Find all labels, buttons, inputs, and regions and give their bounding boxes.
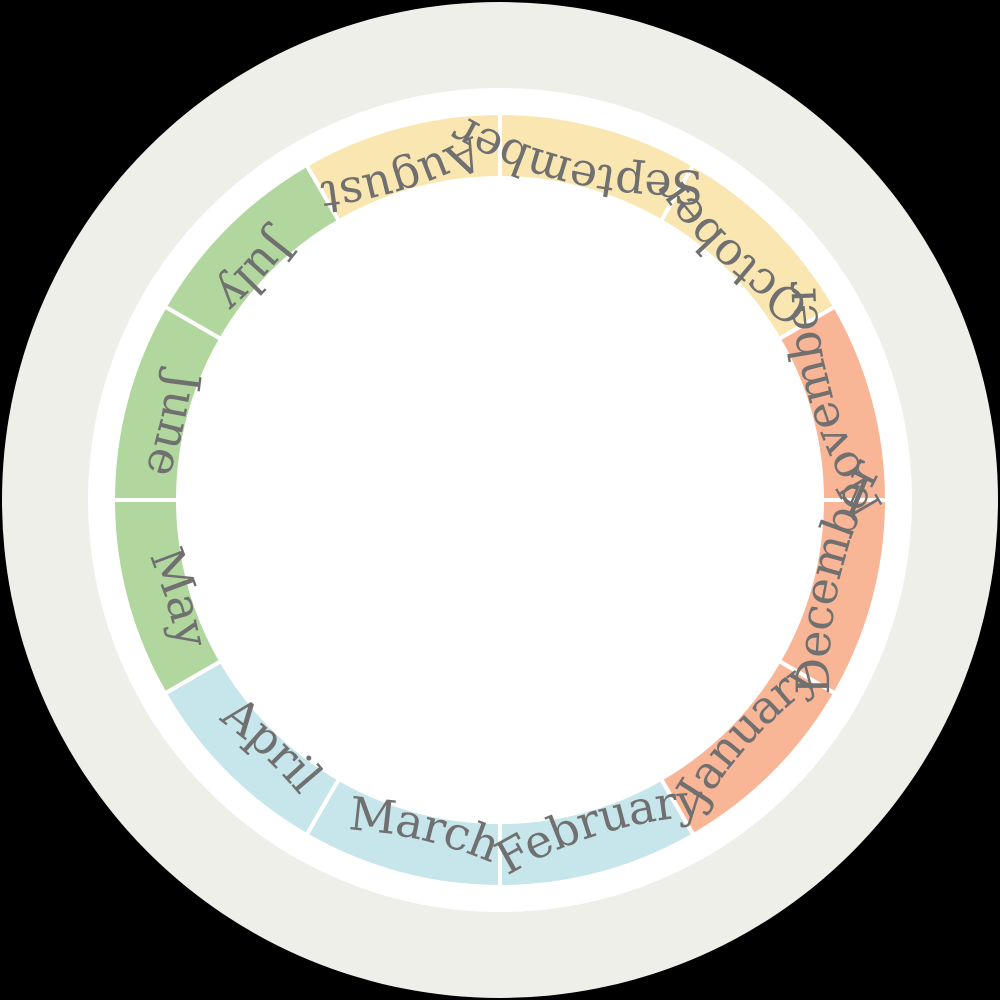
center-disc xyxy=(178,178,822,822)
month-segments xyxy=(110,110,890,890)
